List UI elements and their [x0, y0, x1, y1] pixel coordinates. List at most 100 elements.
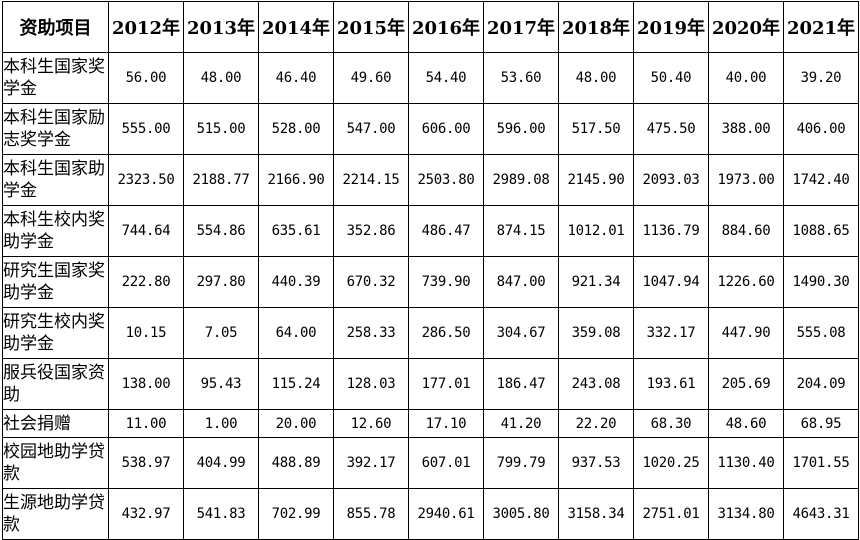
value-cell: 95.43 [183, 358, 259, 410]
value-cell: 554.86 [183, 205, 259, 257]
value-cell: 855.78 [333, 488, 409, 540]
value-cell: 138.00 [108, 358, 184, 410]
row-label: 研究生校内奖助学金 [2, 307, 109, 359]
value-cell: 517.50 [558, 103, 634, 155]
table-row: 研究生校内奖助学金 10.15 7.05 64.00 258.33 286.50 304.6… [2, 307, 859, 359]
value-cell: 115.24 [258, 358, 334, 410]
value-cell: 744.64 [108, 205, 184, 257]
value-cell: 48.00 [183, 52, 259, 104]
value-cell: 847.00 [483, 256, 559, 308]
value-cell: 10.15 [108, 307, 184, 359]
table-row: 本科生校内奖助学金 744.64 554.86 635.61 352.86 486.47 8… [2, 205, 859, 257]
value-cell: 538.97 [108, 437, 184, 489]
row-label: 本科生国家励志奖学金 [2, 103, 109, 155]
row-label: 社会捐赠 [2, 409, 109, 438]
value-cell: 555.08 [783, 307, 859, 359]
value-cell: 20.00 [258, 409, 334, 438]
value-cell: 2093.03 [633, 154, 709, 206]
value-cell: 286.50 [408, 307, 484, 359]
value-cell: 596.00 [483, 103, 559, 155]
value-cell: 193.61 [633, 358, 709, 410]
value-cell: 1136.79 [633, 205, 709, 257]
value-cell: 2214.15 [333, 154, 409, 206]
row-label: 校园地助学贷款 [2, 437, 109, 489]
value-cell: 4643.31 [783, 488, 859, 540]
value-cell: 68.30 [633, 409, 709, 438]
value-cell: 3158.34 [558, 488, 634, 540]
value-cell: 54.40 [408, 52, 484, 104]
value-cell: 177.01 [408, 358, 484, 410]
value-cell: 17.10 [408, 409, 484, 438]
value-cell: 406.00 [783, 103, 859, 155]
row-label: 生源地助学贷款 [2, 488, 109, 540]
year-header: 2019年 [633, 1, 709, 53]
value-cell: 1742.40 [783, 154, 859, 206]
value-cell: 440.39 [258, 256, 334, 308]
year-header: 2020年 [708, 1, 784, 53]
value-cell: 3005.80 [483, 488, 559, 540]
value-cell: 41.20 [483, 409, 559, 438]
value-cell: 1701.55 [783, 437, 859, 489]
value-cell: 22.20 [558, 409, 634, 438]
value-cell: 56.00 [108, 52, 184, 104]
value-cell: 64.00 [258, 307, 334, 359]
value-cell: 304.67 [483, 307, 559, 359]
value-cell: 1088.65 [783, 205, 859, 257]
value-cell: 874.15 [483, 205, 559, 257]
value-cell: 258.33 [333, 307, 409, 359]
value-cell: 547.00 [333, 103, 409, 155]
table-row: 生源地助学贷款 432.97 541.83 702.99 855.78 2940.61 30… [2, 488, 859, 540]
value-cell: 50.40 [633, 52, 709, 104]
value-cell: 2503.80 [408, 154, 484, 206]
value-cell: 1020.25 [633, 437, 709, 489]
value-cell: 2145.90 [558, 154, 634, 206]
value-cell: 1047.94 [633, 256, 709, 308]
value-cell: 2166.90 [258, 154, 334, 206]
value-cell: 432.97 [108, 488, 184, 540]
value-cell: 921.34 [558, 256, 634, 308]
value-cell: 332.17 [633, 307, 709, 359]
value-cell: 359.08 [558, 307, 634, 359]
value-cell: 475.50 [633, 103, 709, 155]
value-cell: 2940.61 [408, 488, 484, 540]
row-label: 本科生国家助学金 [2, 154, 109, 206]
value-cell: 297.80 [183, 256, 259, 308]
value-cell: 392.17 [333, 437, 409, 489]
value-cell: 352.86 [333, 205, 409, 257]
value-cell: 670.32 [333, 256, 409, 308]
value-cell: 40.00 [708, 52, 784, 104]
value-cell: 404.99 [183, 437, 259, 489]
value-cell: 606.00 [408, 103, 484, 155]
value-cell: 937.53 [558, 437, 634, 489]
table-body: 本科生国家奖学金 56.00 48.00 46.40 49.60 54.40 53.60 48… [2, 52, 859, 540]
value-cell: 2188.77 [183, 154, 259, 206]
value-cell: 702.99 [258, 488, 334, 540]
value-cell: 243.08 [558, 358, 634, 410]
year-header: 2016年 [408, 1, 484, 53]
table-row: 服兵役国家资助 138.00 95.43 115.24 128.03 177.01 186.… [2, 358, 859, 410]
value-cell: 388.00 [708, 103, 784, 155]
value-cell: 2751.01 [633, 488, 709, 540]
value-cell: 528.00 [258, 103, 334, 155]
value-cell: 48.60 [708, 409, 784, 438]
header-label: 资助项目 [2, 1, 109, 53]
year-header: 2021年 [783, 1, 859, 53]
header-row: 资助项目 2012年 2013年 2014年 2015年 2016年 2017年… [2, 1, 859, 53]
table-row: 本科生国家奖学金 56.00 48.00 46.40 49.60 54.40 53.60 48… [2, 52, 859, 104]
value-cell: 186.47 [483, 358, 559, 410]
value-cell: 1.00 [183, 409, 259, 438]
table-row: 本科生国家助学金 2323.50 2188.77 2166.90 2214.15 2503… [2, 154, 859, 206]
value-cell: 222.80 [108, 256, 184, 308]
value-cell: 739.90 [408, 256, 484, 308]
year-header: 2014年 [258, 1, 334, 53]
value-cell: 541.83 [183, 488, 259, 540]
value-cell: 488.89 [258, 437, 334, 489]
value-cell: 607.01 [408, 437, 484, 489]
value-cell: 46.40 [258, 52, 334, 104]
value-cell: 1226.60 [708, 256, 784, 308]
value-cell: 1490.30 [783, 256, 859, 308]
table-row: 社会捐赠 11.00 1.00 20.00 12.60 17.10 41.20 22.20 68… [2, 409, 859, 438]
value-cell: 2989.08 [483, 154, 559, 206]
value-cell: 3134.80 [708, 488, 784, 540]
year-header: 2013年 [183, 1, 259, 53]
